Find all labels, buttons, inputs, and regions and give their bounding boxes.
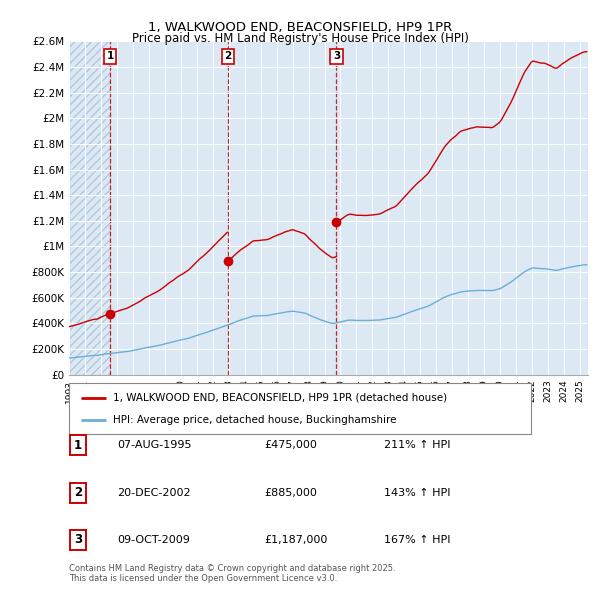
Text: 2: 2 — [74, 486, 82, 499]
FancyBboxPatch shape — [69, 384, 531, 434]
Text: 1, WALKWOOD END, BEACONSFIELD, HP9 1PR: 1, WALKWOOD END, BEACONSFIELD, HP9 1PR — [148, 21, 452, 34]
Text: 211% ↑ HPI: 211% ↑ HPI — [384, 441, 451, 450]
Text: £475,000: £475,000 — [264, 441, 317, 450]
Text: 3: 3 — [333, 51, 340, 61]
Text: 1, WALKWOOD END, BEACONSFIELD, HP9 1PR (detached house): 1, WALKWOOD END, BEACONSFIELD, HP9 1PR (… — [113, 392, 447, 402]
Text: 1: 1 — [107, 51, 114, 61]
Text: £885,000: £885,000 — [264, 488, 317, 497]
Text: 09-OCT-2009: 09-OCT-2009 — [117, 535, 190, 545]
Text: HPI: Average price, detached house, Buckinghamshire: HPI: Average price, detached house, Buck… — [113, 415, 397, 425]
Text: 20-DEC-2002: 20-DEC-2002 — [117, 488, 191, 497]
Text: 143% ↑ HPI: 143% ↑ HPI — [384, 488, 451, 497]
Bar — [69, 41, 110, 375]
Text: £1,187,000: £1,187,000 — [264, 535, 328, 545]
Text: Contains HM Land Registry data © Crown copyright and database right 2025.
This d: Contains HM Land Registry data © Crown c… — [69, 563, 395, 583]
Text: 167% ↑ HPI: 167% ↑ HPI — [384, 535, 451, 545]
Text: 1: 1 — [74, 439, 82, 452]
Text: Price paid vs. HM Land Registry's House Price Index (HPI): Price paid vs. HM Land Registry's House … — [131, 32, 469, 45]
Text: 07-AUG-1995: 07-AUG-1995 — [117, 441, 191, 450]
Text: 3: 3 — [74, 533, 82, 546]
Text: 2: 2 — [224, 51, 232, 61]
